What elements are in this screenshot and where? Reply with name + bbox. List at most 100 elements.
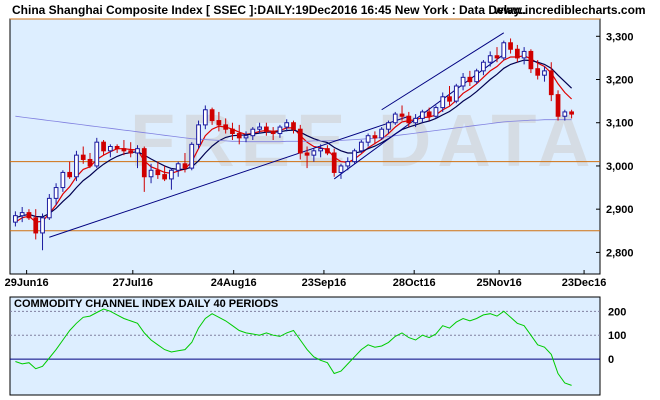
price-y-tick-label: 3,300 (606, 31, 634, 43)
candle (365, 133, 371, 147)
candle (155, 161, 161, 179)
candle (87, 152, 93, 169)
candle (331, 148, 337, 177)
candle (33, 209, 39, 240)
candle-body (94, 141, 100, 167)
candle-body (223, 124, 229, 130)
candle-body (521, 50, 527, 59)
trend-line-0 (49, 115, 409, 238)
candle-body (460, 76, 466, 87)
candle (53, 183, 59, 205)
cci-title: COMMODITY CHANNEL INDEX DAILY 40 PERIODS (14, 298, 278, 310)
candle (501, 40, 507, 61)
candle (101, 140, 106, 156)
cci-y-axis: 200 100 0 (608, 306, 626, 366)
price-y-tick-label: 2,900 (606, 204, 634, 216)
candle-body (53, 187, 59, 199)
candle (223, 118, 229, 134)
candle (304, 146, 310, 169)
candle (182, 152, 188, 173)
date-x-tick-label: 23Dec16 (562, 277, 607, 289)
candle (216, 111, 222, 132)
candle-body (148, 169, 154, 178)
candle-body (440, 96, 446, 109)
candle (433, 105, 439, 119)
date-x-tick-label: 29Jun16 (5, 277, 49, 289)
candle (121, 140, 127, 156)
candle (141, 146, 147, 192)
candle-body (216, 120, 222, 126)
candle (318, 144, 323, 158)
candle (264, 122, 269, 136)
candle-body (175, 163, 181, 171)
candle-body (379, 128, 385, 139)
date-x-tick-label: 25Nov16 (476, 277, 521, 289)
candle (392, 111, 398, 125)
candle-body (40, 217, 45, 234)
candle (270, 127, 276, 141)
candle-body (501, 42, 507, 59)
date-x-tick-label: 24Aug16 (211, 277, 257, 289)
candle-body (365, 135, 371, 143)
candle-body (297, 128, 303, 154)
candle (196, 120, 201, 149)
candle (372, 131, 378, 145)
candle (114, 144, 120, 153)
candle-body (270, 130, 276, 135)
candle-body (46, 197, 52, 219)
candle-body (196, 124, 201, 145)
cci-series-line (15, 308, 572, 386)
candle (481, 60, 486, 76)
candle-body (508, 42, 513, 50)
candle-body (189, 143, 195, 169)
candle-body (474, 70, 480, 83)
date-x-tick-label: 23Sep16 (302, 277, 347, 289)
candle (243, 131, 249, 143)
candle-body (542, 70, 547, 76)
candle-body (338, 165, 344, 173)
candle-body (345, 161, 351, 167)
candle (386, 120, 391, 134)
candle (40, 213, 45, 251)
candle-body (264, 126, 269, 132)
candle (548, 62, 554, 102)
candle-body (420, 111, 425, 119)
candle-body (19, 212, 25, 217)
candle-body (87, 158, 93, 167)
candle-body (548, 70, 554, 96)
candle-body (141, 148, 147, 178)
candle-body (358, 141, 364, 152)
candle-body (236, 133, 242, 139)
candle (440, 92, 446, 112)
candle-body (121, 148, 127, 152)
candle-body (386, 122, 391, 130)
candle-body (209, 109, 215, 122)
candle-body (114, 146, 120, 150)
candle-body (467, 76, 473, 83)
candle-body (494, 55, 500, 59)
candle (26, 209, 32, 220)
candle (291, 120, 296, 134)
trend-line-1 (381, 32, 505, 111)
candle-body (162, 174, 167, 180)
candle (230, 122, 235, 141)
cci-line (15, 308, 572, 386)
candle-body (433, 107, 439, 117)
candle (175, 161, 181, 177)
candle-body (426, 111, 432, 117)
candle (460, 73, 466, 91)
candle-body (26, 212, 32, 219)
candle-body (257, 126, 262, 130)
cci-guide-lines (10, 310, 600, 360)
candle-body (284, 122, 290, 128)
candle-body (413, 117, 418, 124)
candle-body (562, 111, 568, 117)
date-x-tick-label: 28Oct16 (393, 277, 436, 289)
candle (494, 47, 500, 63)
candle-body (399, 113, 405, 117)
candle-body (318, 148, 323, 152)
candle (209, 107, 215, 125)
candle (555, 90, 561, 121)
candle (135, 145, 140, 169)
candle-body (352, 150, 357, 163)
